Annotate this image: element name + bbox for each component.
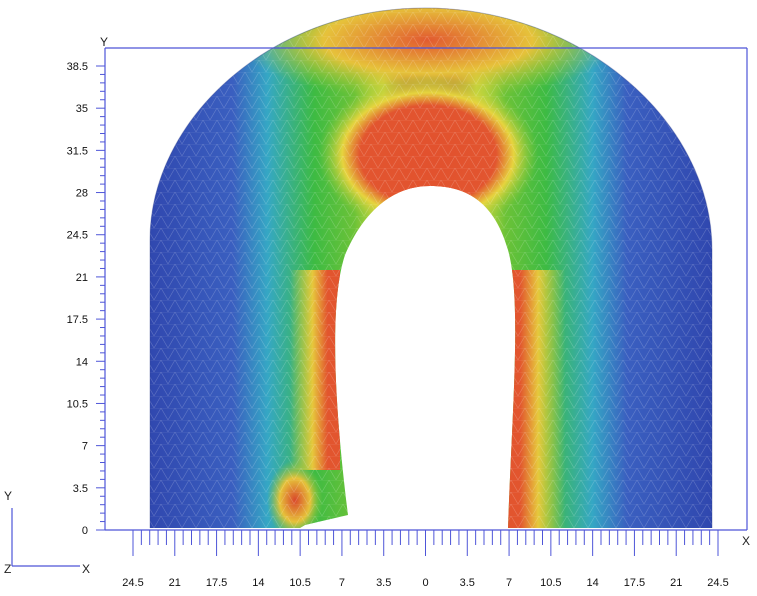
y-tick-label: 3.5 bbox=[73, 483, 88, 495]
x-tick-label: 24.5 bbox=[122, 577, 143, 589]
triad-z-label: Z bbox=[4, 562, 11, 576]
x-tick-label: 7 bbox=[339, 577, 345, 589]
contour-body bbox=[150, 8, 712, 528]
y-tick-label: 17.5 bbox=[67, 314, 88, 326]
x-tick-label: 10.5 bbox=[289, 577, 310, 589]
x-tick-label: 17.5 bbox=[624, 577, 645, 589]
orientation-triad: Y Z X bbox=[4, 489, 90, 576]
y-tick-label: 10.5 bbox=[67, 398, 88, 410]
x-tick-label: 3.5 bbox=[460, 577, 475, 589]
y-tick-label: 35 bbox=[76, 103, 88, 115]
y-tick-label: 0 bbox=[82, 525, 88, 537]
y-tick-label: 21 bbox=[76, 272, 88, 284]
y-tick-label: 31.5 bbox=[67, 145, 88, 157]
triad-x-label: X bbox=[82, 562, 90, 576]
x-tick-label: 3.5 bbox=[376, 577, 391, 589]
y-tick-label: 14 bbox=[76, 356, 88, 368]
x-tick-label: 14 bbox=[252, 577, 264, 589]
x-tick-label: 21 bbox=[169, 577, 181, 589]
triad-y-label: Y bbox=[4, 489, 12, 503]
y-tick-label: 7 bbox=[82, 441, 88, 453]
x-tick-label: 0 bbox=[422, 577, 428, 589]
x-axis: 24.5 21 17.5 14 10.5 7 3.5 0 3.5 7 10.5 14 17.5 21 24.… bbox=[122, 530, 729, 589]
frame-y-label: Y bbox=[100, 35, 108, 49]
frame-x-label: X bbox=[742, 534, 750, 548]
x-tick-label: 14 bbox=[587, 577, 599, 589]
x-tick-label: 7 bbox=[506, 577, 512, 589]
x-tick-label: 21 bbox=[670, 577, 682, 589]
y-tick-label: 24.5 bbox=[67, 230, 88, 242]
y-tick-label: 38.5 bbox=[67, 61, 88, 73]
y-axis: 38.5 35 31.5 28 24.5 21 17.5 14 10.5 7 3.5 0 bbox=[67, 61, 105, 537]
x-tick-label: 10.5 bbox=[540, 577, 561, 589]
y-tick-label: 28 bbox=[76, 188, 88, 200]
x-tick-label: 17.5 bbox=[206, 577, 227, 589]
x-tick-label: 24.5 bbox=[707, 577, 728, 589]
